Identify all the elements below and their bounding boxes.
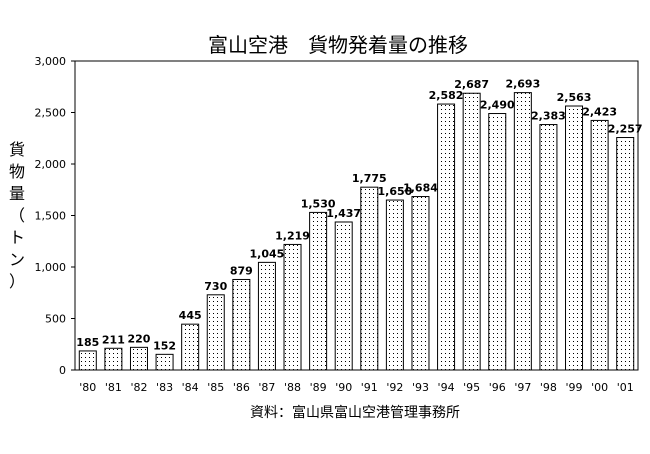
bar-value-label: 1,219	[275, 229, 310, 242]
y-axis-label: 貨物量 （ トン ）	[9, 140, 25, 291]
y-tick-label: 2,000	[35, 158, 67, 171]
bar-value-label: 2,582	[429, 89, 464, 102]
bar	[616, 137, 635, 371]
x-tick-label: '91	[361, 381, 378, 394]
bar-value-label: 1,437	[326, 207, 361, 220]
x-tick-label: '84	[182, 381, 199, 394]
x-tick-label: '99	[566, 381, 583, 394]
x-tick-label: '83	[156, 381, 173, 394]
bar-value-label: 730	[204, 280, 227, 293]
bar	[565, 105, 584, 371]
bar	[462, 92, 481, 371]
x-tick-label: '94	[438, 381, 455, 394]
bar	[104, 347, 123, 371]
y-axis-label-char: 量	[9, 184, 25, 203]
bar-value-label: 1,650	[377, 185, 412, 198]
y-axis-label-char: ン	[9, 250, 25, 269]
bar-value-label: 152	[153, 339, 176, 352]
bar	[78, 350, 97, 371]
bar	[539, 124, 558, 371]
bar-value-label: 2,687	[454, 78, 489, 91]
bar	[385, 199, 404, 371]
x-tick-label: '86	[233, 381, 250, 394]
bar-value-label: 1,684	[403, 182, 438, 195]
y-tick-label: 1,500	[35, 210, 67, 223]
bar	[257, 261, 276, 371]
y-axis-label-char: ）	[9, 272, 25, 291]
bar	[411, 196, 430, 371]
x-tick-label: '93	[412, 381, 429, 394]
x-tick-label: '85	[207, 381, 224, 394]
bar	[309, 211, 328, 371]
x-tick-label: '89	[310, 381, 327, 394]
x-tick-label: '95	[463, 381, 480, 394]
x-tick-label: '00	[591, 381, 608, 394]
source-note: 資料：富山県富山空港管理事務所	[250, 404, 460, 421]
x-tick-label: '88	[284, 381, 301, 394]
x-tick-label: '90	[335, 381, 352, 394]
x-axis-ticks: '80 '81 '82 '83 '84 '85 '86 '87 '88 '89 '90 '91 '92 '…	[79, 381, 633, 394]
x-tick-label: '01	[617, 381, 634, 394]
bar-value-label: 2,693	[505, 78, 540, 91]
bar-value-label: 879	[230, 264, 253, 277]
x-tick-label: '96	[489, 381, 506, 394]
chart-title: 富山空港 貨物発着量の推移	[208, 33, 468, 57]
bar-value-label: 1,045	[250, 247, 285, 260]
x-tick-label: '98	[540, 381, 557, 394]
bar-value-label: 220	[127, 332, 150, 345]
bar-value-label: 2,423	[582, 105, 617, 118]
y-axis-label-char: （	[9, 206, 25, 225]
bar-value-label: 211	[102, 333, 125, 346]
bar	[206, 294, 225, 371]
y-axis-ticks: 0 500 1,000 1,500 2,000 2,500 3,000	[35, 55, 75, 377]
bar	[360, 186, 379, 371]
bar	[155, 353, 174, 371]
bar	[513, 92, 532, 371]
bar-value-label: 2,383	[531, 110, 566, 123]
y-tick-label: 2,500	[35, 107, 67, 120]
bar	[129, 346, 148, 371]
bar-value-label: 2,257	[608, 123, 643, 136]
y-tick-label: 500	[45, 313, 66, 326]
y-axis-label-char: 貨	[9, 140, 25, 159]
bar	[488, 113, 507, 371]
y-tick-label: 1,000	[35, 261, 67, 274]
bar	[232, 278, 251, 371]
y-tick-label: 0	[59, 364, 66, 377]
x-tick-label: '97	[514, 381, 531, 394]
y-tick-label: 3,000	[35, 55, 67, 68]
x-tick-label: '81	[105, 381, 122, 394]
bar-value-label: 445	[179, 309, 202, 322]
x-tick-label: '92	[386, 381, 403, 394]
x-tick-label: '80	[79, 381, 96, 394]
bar	[334, 221, 353, 371]
x-tick-label: '87	[258, 381, 275, 394]
bar	[181, 323, 200, 371]
y-axis-label-char: ト	[9, 228, 25, 247]
bar-value-label: 2,490	[480, 99, 515, 112]
bar-value-label: 1,530	[301, 197, 336, 210]
bar-value-label: 185	[76, 336, 99, 349]
bar	[283, 243, 302, 371]
bar	[590, 119, 609, 371]
x-tick-label: '82	[130, 381, 147, 394]
bar-value-label: 1,775	[352, 172, 387, 185]
bar	[437, 103, 456, 371]
bar-value-label: 2,563	[557, 91, 592, 104]
y-axis-label-char: 物	[9, 162, 25, 181]
